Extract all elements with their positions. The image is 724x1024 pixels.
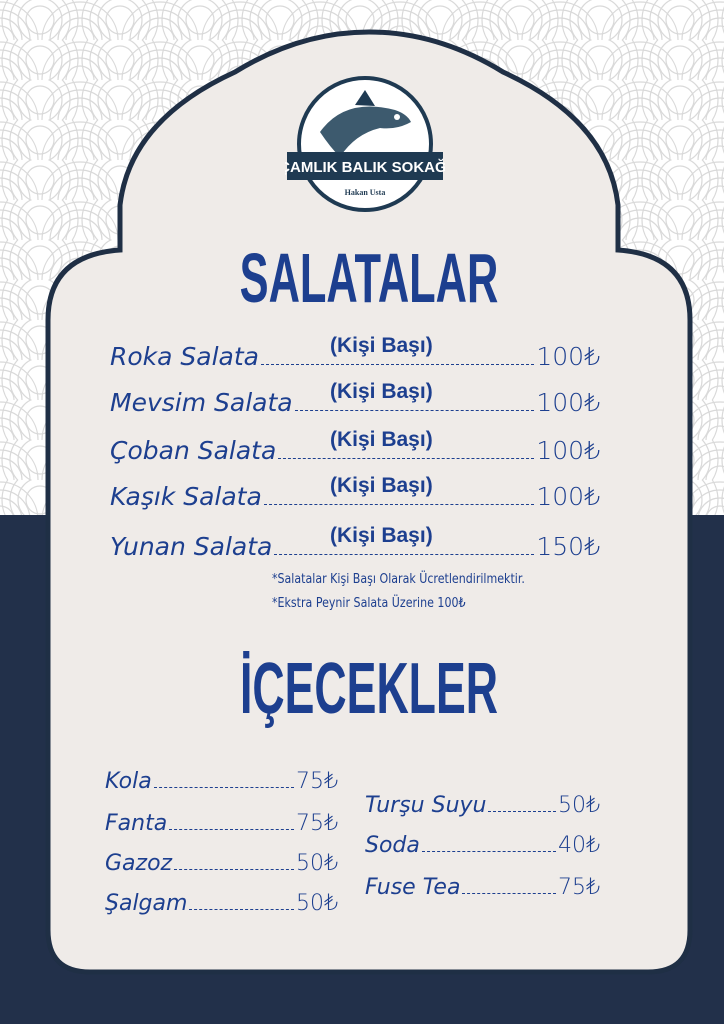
item-price: 75₺ [558,875,600,900]
dotted-leader [278,458,535,459]
per-person-label: (Kişi Başı) [330,380,433,403]
menu-item: Fanta 75₺ [105,806,338,836]
dotted-leader [488,811,556,812]
logo-name: ÇAMLIK BALIK SOKAĞI [285,158,445,176]
menu-card [45,29,693,975]
drinks-title: İÇECEKLER [240,649,498,729]
menu-item: Fuse Tea 75₺ [365,870,600,900]
item-price: 100₺ [536,482,600,511]
menu-item: Turşu Suyu 50₺ [365,788,600,818]
menu-item: Roka Salata 100₺ [110,338,600,371]
salads-title: SALATALAR [239,239,499,317]
tuna-fish-icon [320,90,411,157]
item-name: Turşu Suyu [365,793,487,818]
dotted-leader [462,893,556,894]
per-person-label: (Kişi Başı) [330,524,433,547]
menu-item: Yunan Salata 150₺ [110,528,600,561]
item-price: 50₺ [558,793,600,818]
item-price: 100₺ [536,388,600,417]
item-name: Fanta [105,811,168,836]
salad-note: *Salatalar Kişi Başı Olarak Ücretlendiri… [272,572,525,587]
dotted-leader [174,869,294,870]
dotted-leader [169,829,294,830]
menu-item: Şalgam 50₺ [105,886,338,916]
menu-item: Mevsim Salata 100₺ [110,384,600,417]
menu-item: Gazoz 50₺ [105,846,338,876]
item-name: Soda [365,833,420,858]
dotted-leader [294,410,535,411]
item-name: Roka Salata [110,342,259,371]
item-name: Gazoz [105,851,173,876]
item-name: Fuse Tea [365,875,461,900]
menu-item: Soda 40₺ [365,828,600,858]
item-price: 100₺ [536,342,600,371]
dotted-leader [421,851,556,852]
per-person-label: (Kişi Başı) [330,474,433,497]
item-name: Mevsim Salata [110,388,293,417]
dotted-leader [274,554,535,555]
item-name: Kola [105,769,152,794]
item-name: Çoban Salata [110,436,277,465]
per-person-label: (Kişi Başı) [330,334,433,357]
item-name: Şalgam [105,891,188,916]
item-name: Kaşık Salata [110,482,262,511]
item-price: 100₺ [536,436,600,465]
item-price: 50₺ [296,851,338,876]
logo: ÇAMLIK BALIK SOKAĞI Hakan Usta [285,76,445,212]
item-price: 75₺ [296,811,338,836]
salad-note: *Ekstra Peynir Salata Üzerine 100₺ [272,596,466,611]
item-name: Yunan Salata [110,532,273,561]
dotted-leader [261,364,535,365]
item-price: 150₺ [536,532,600,561]
item-price: 50₺ [296,891,338,916]
dotted-leader [153,787,294,788]
logo-subtitle: Hakan Usta [345,188,386,197]
menu-item: Kaşık Salata 100₺ [110,478,600,511]
item-price: 40₺ [558,833,600,858]
dotted-leader [263,504,535,505]
per-person-label: (Kişi Başı) [330,428,433,451]
menu-item: Çoban Salata 100₺ [110,432,600,465]
dotted-leader [189,909,294,910]
menu-item: Kola 75₺ [105,764,338,794]
item-price: 75₺ [296,769,338,794]
